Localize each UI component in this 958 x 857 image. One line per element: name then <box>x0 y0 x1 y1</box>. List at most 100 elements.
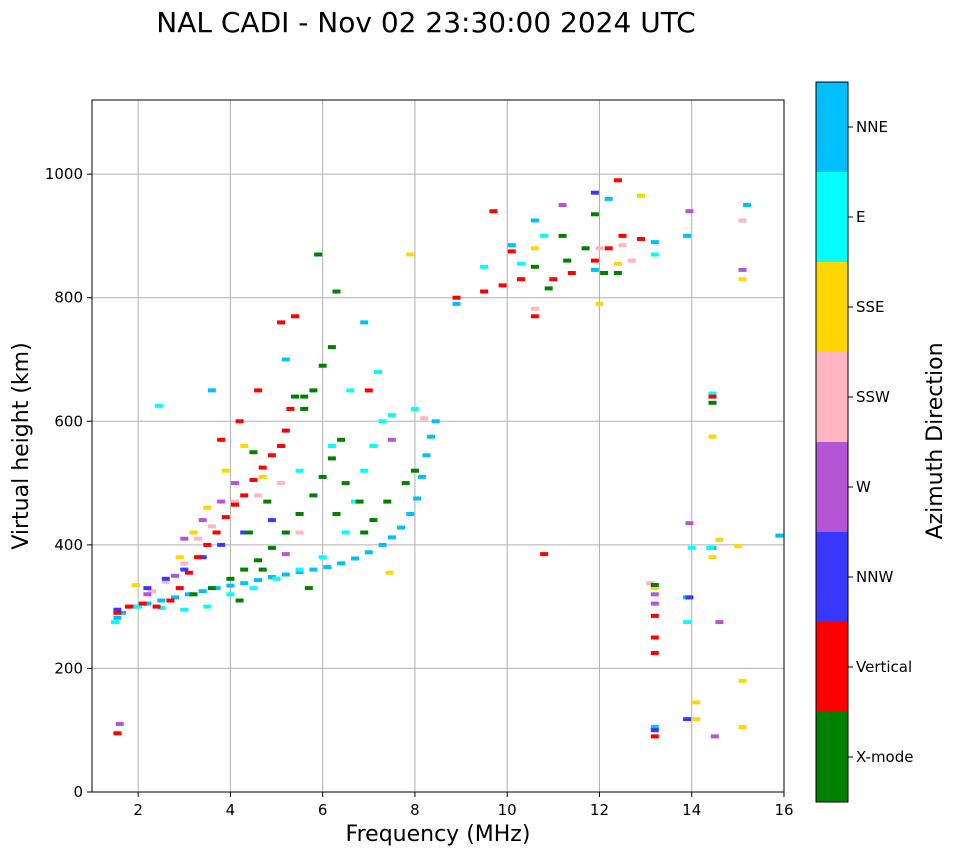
data-point <box>267 518 276 523</box>
data-point <box>300 394 309 399</box>
data-point <box>517 277 525 282</box>
colorbar-label: E <box>856 208 865 226</box>
data-point <box>397 525 406 530</box>
x-tick-label: 8 <box>410 801 420 819</box>
data-point <box>530 306 539 311</box>
data-point <box>650 725 659 730</box>
data-point <box>337 437 346 442</box>
data-point <box>708 391 717 396</box>
data-point <box>613 261 622 266</box>
data-point <box>708 434 717 439</box>
data-point <box>378 542 387 547</box>
data-point <box>683 233 692 238</box>
data-point <box>692 717 701 722</box>
data-point <box>738 277 747 282</box>
data-point <box>111 620 120 625</box>
y-tick-label: 400 <box>54 536 83 554</box>
colorbar-label: SSW <box>856 388 890 406</box>
data-point <box>650 635 659 640</box>
y-axis: 0 200 400 600 800 1000 <box>45 165 92 801</box>
data-point <box>249 478 258 482</box>
data-point <box>383 499 392 504</box>
x-tick-label: 2 <box>133 801 143 819</box>
data-point <box>263 499 272 504</box>
data-point <box>650 592 659 597</box>
x-tick-label: 14 <box>682 801 701 819</box>
data-point <box>327 444 336 448</box>
colorbar-swatch <box>816 172 848 262</box>
data-point <box>637 237 645 241</box>
data-point <box>203 604 212 609</box>
plot-frame <box>91 99 785 793</box>
data-point <box>378 419 387 424</box>
data-point <box>166 598 175 603</box>
x-tick-label: 4 <box>226 801 236 819</box>
data-point <box>295 567 304 572</box>
data-point <box>387 535 396 540</box>
data-point <box>217 542 226 547</box>
data-point <box>175 555 184 560</box>
data-point <box>143 601 152 606</box>
data-point <box>254 493 263 498</box>
data-point <box>489 209 498 214</box>
x-tick-label: 12 <box>590 801 609 819</box>
data-point <box>685 595 694 600</box>
data-point <box>604 196 613 201</box>
data-point <box>295 512 304 516</box>
data-point <box>226 592 235 597</box>
colorbar-frame <box>815 81 849 803</box>
data-point <box>124 604 133 609</box>
data-point <box>563 258 572 263</box>
data-point <box>549 277 558 282</box>
colorbar-swatch <box>816 352 848 442</box>
data-point <box>417 474 426 479</box>
data-point <box>387 437 396 442</box>
x-tick-label: 16 <box>774 801 793 819</box>
data-point <box>249 586 258 591</box>
data-point <box>685 521 694 526</box>
series-nnw <box>113 190 694 733</box>
data-point <box>406 512 415 516</box>
data-point <box>369 444 378 448</box>
data-point <box>295 530 304 535</box>
colorbar-title: Azimuth Direction <box>923 342 948 539</box>
data-points <box>111 178 784 739</box>
data-point <box>198 555 207 560</box>
data-point <box>646 581 655 586</box>
data-point <box>267 545 276 550</box>
data-point <box>558 203 567 207</box>
data-point <box>207 388 216 393</box>
data-point <box>452 301 461 306</box>
data-point <box>281 572 290 577</box>
data-point <box>708 400 717 405</box>
data-point <box>194 555 203 560</box>
data-point <box>281 552 290 557</box>
data-point <box>650 601 659 606</box>
colorbar-swatch <box>816 532 848 622</box>
data-point <box>685 209 694 214</box>
data-point <box>600 271 609 275</box>
data-point <box>131 583 140 587</box>
data-point <box>291 394 299 399</box>
data-point <box>113 731 122 736</box>
colorbar-swatch <box>816 712 848 802</box>
data-point <box>189 530 198 535</box>
data-point <box>235 598 244 603</box>
data-point <box>221 468 230 473</box>
data-point <box>337 561 346 566</box>
data-point <box>226 576 235 581</box>
data-point <box>295 570 304 574</box>
data-point <box>540 233 549 238</box>
data-point <box>309 388 318 393</box>
data-point <box>118 610 126 615</box>
data-point <box>281 428 290 433</box>
data-point <box>180 536 189 541</box>
grid-lines <box>92 100 784 792</box>
data-point <box>157 605 166 610</box>
data-point <box>627 258 636 263</box>
data-point <box>364 550 373 555</box>
data-point <box>480 264 489 269</box>
data-point <box>309 493 318 498</box>
data-point <box>217 499 226 504</box>
data-point <box>258 465 267 470</box>
